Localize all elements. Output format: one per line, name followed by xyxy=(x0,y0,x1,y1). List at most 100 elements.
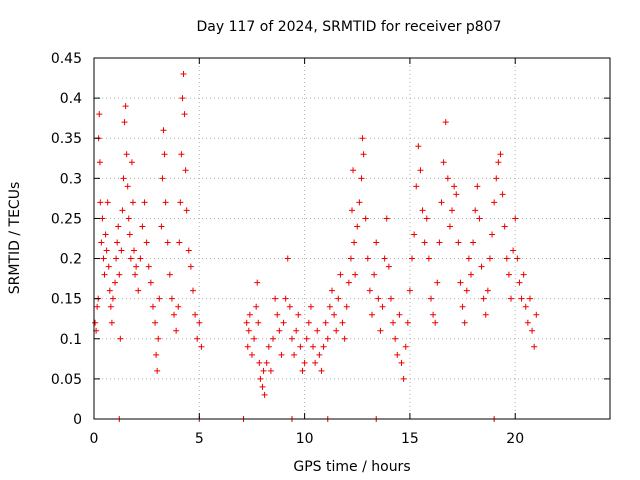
data-point xyxy=(166,271,173,278)
data-point xyxy=(282,295,289,302)
data-point xyxy=(299,367,306,374)
data-point xyxy=(474,183,481,190)
data-point xyxy=(472,207,479,214)
data-point xyxy=(510,247,517,254)
data-point xyxy=(322,319,329,326)
data-point xyxy=(196,319,203,326)
data-point xyxy=(189,287,196,294)
data-point xyxy=(379,303,386,310)
data-point xyxy=(187,263,194,270)
data-point xyxy=(105,263,112,270)
data-point xyxy=(347,255,354,262)
data-point xyxy=(92,319,99,326)
y-tick-label: 0.25 xyxy=(51,211,82,227)
data-point xyxy=(478,263,485,270)
data-point xyxy=(141,199,148,206)
data-point xyxy=(116,271,123,278)
data-point xyxy=(257,375,264,382)
grid-lines xyxy=(94,58,610,419)
data-point xyxy=(288,335,295,342)
data-point xyxy=(301,359,308,366)
data-point xyxy=(272,295,279,302)
data-point xyxy=(267,367,274,374)
data-point xyxy=(503,255,510,262)
data-point xyxy=(160,127,167,134)
x-axis-label: GPS time / hours xyxy=(293,459,410,475)
data-point xyxy=(326,303,333,310)
data-point xyxy=(312,359,319,366)
data-point xyxy=(113,255,120,262)
data-point xyxy=(161,151,168,158)
data-point xyxy=(451,183,458,190)
data-point xyxy=(245,327,252,334)
data-point xyxy=(128,159,135,166)
data-point xyxy=(314,327,321,334)
data-point xyxy=(253,303,260,310)
data-point xyxy=(153,351,160,358)
data-point xyxy=(132,271,139,278)
data-point xyxy=(177,199,184,206)
data-point xyxy=(152,319,159,326)
data-point xyxy=(351,239,358,246)
data-point xyxy=(396,311,403,318)
data-point xyxy=(366,287,373,294)
data-point xyxy=(248,351,255,358)
data-point xyxy=(398,359,405,366)
data-point xyxy=(529,327,536,334)
data-point xyxy=(107,303,114,310)
data-point xyxy=(147,279,154,286)
data-point xyxy=(305,319,312,326)
data-point xyxy=(339,319,346,326)
data-point xyxy=(260,367,267,374)
data-point xyxy=(251,335,258,342)
data-point xyxy=(183,207,190,214)
data-point xyxy=(406,287,413,294)
data-point xyxy=(324,335,331,342)
data-point xyxy=(442,119,449,126)
data-point xyxy=(484,287,491,294)
y-tick-label: 0.3 xyxy=(60,171,82,187)
data-point xyxy=(168,295,175,302)
data-point xyxy=(362,215,369,222)
data-point xyxy=(164,239,171,246)
data-point xyxy=(373,239,380,246)
data-point xyxy=(526,295,533,302)
data-point xyxy=(109,295,116,302)
data-point xyxy=(438,199,445,206)
x-tick-label: 20 xyxy=(506,431,524,447)
data-point xyxy=(154,367,161,374)
data-point xyxy=(120,175,127,182)
data-point xyxy=(135,287,142,294)
y-tick-labels: 0 0.05 0.1 0.15 0.2 0.25 0.3 0.35 0.4 0.45 xyxy=(51,51,82,428)
data-point xyxy=(413,183,420,190)
data-point xyxy=(360,151,367,158)
data-point xyxy=(404,319,411,326)
data-point xyxy=(123,151,130,158)
data-point xyxy=(129,199,136,206)
data-point xyxy=(284,255,291,262)
data-points xyxy=(92,71,540,422)
data-point xyxy=(179,95,186,102)
data-point xyxy=(427,295,434,302)
data-point xyxy=(463,287,470,294)
data-point xyxy=(181,111,188,118)
data-point xyxy=(328,287,335,294)
data-point xyxy=(358,175,365,182)
data-point xyxy=(303,335,310,342)
data-point xyxy=(108,319,115,326)
data-point xyxy=(276,327,283,334)
data-point xyxy=(96,159,103,166)
data-point xyxy=(335,295,342,302)
data-point xyxy=(102,231,109,238)
data-point xyxy=(98,239,105,246)
data-point xyxy=(436,239,443,246)
data-point xyxy=(171,311,178,318)
data-point xyxy=(121,119,128,126)
data-point xyxy=(331,311,338,318)
data-point xyxy=(297,343,304,350)
data-point xyxy=(349,207,355,214)
data-point xyxy=(175,303,182,310)
data-point xyxy=(162,199,169,206)
data-point xyxy=(402,343,409,350)
